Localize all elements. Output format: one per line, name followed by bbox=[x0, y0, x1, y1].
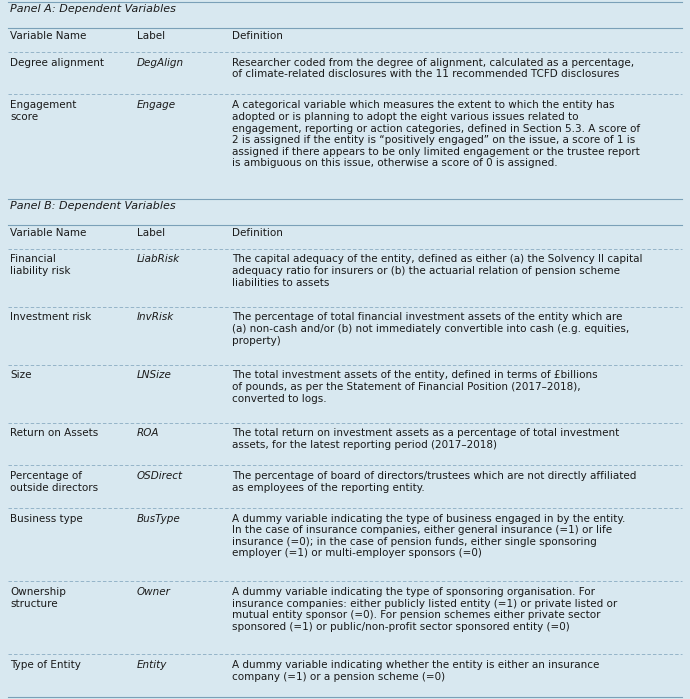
Text: A dummy variable indicating the type of business engaged in by the entity.
In th: A dummy variable indicating the type of … bbox=[232, 514, 625, 559]
Text: LiabRisk: LiabRisk bbox=[137, 254, 180, 264]
Text: Size: Size bbox=[10, 370, 32, 380]
Text: Panel B: Dependent Variables: Panel B: Dependent Variables bbox=[10, 201, 176, 210]
Text: InvRisk: InvRisk bbox=[137, 312, 175, 322]
Text: A categorical variable which measures the extent to which the entity has
adopted: A categorical variable which measures th… bbox=[232, 101, 640, 168]
Text: DegAlign: DegAlign bbox=[137, 58, 184, 68]
Text: The percentage of board of directors/trustees which are not directly affiliated
: The percentage of board of directors/tru… bbox=[232, 471, 636, 493]
Text: Researcher coded from the degree of alignment, calculated as a percentage,
of cl: Researcher coded from the degree of alig… bbox=[232, 58, 634, 80]
Text: Label: Label bbox=[137, 31, 165, 41]
Text: ROA: ROA bbox=[137, 428, 159, 438]
Text: Variable Name: Variable Name bbox=[10, 31, 86, 41]
Text: Label: Label bbox=[137, 228, 165, 238]
Text: Definition: Definition bbox=[232, 31, 283, 41]
Text: Business type: Business type bbox=[10, 514, 83, 524]
Text: Engagement
score: Engagement score bbox=[10, 101, 77, 122]
Text: Engage: Engage bbox=[137, 101, 176, 110]
Text: The total investment assets of the entity, defined in terms of £billions
of poun: The total investment assets of the entit… bbox=[232, 370, 598, 403]
Text: Variable Name: Variable Name bbox=[10, 228, 86, 238]
Text: Definition: Definition bbox=[232, 228, 283, 238]
Text: BusType: BusType bbox=[137, 514, 181, 524]
Text: The capital adequacy of the entity, defined as either (a) the Solvency II capita: The capital adequacy of the entity, defi… bbox=[232, 254, 642, 288]
Text: Entity: Entity bbox=[137, 661, 168, 670]
Text: Degree alignment: Degree alignment bbox=[10, 58, 104, 68]
Text: OSDirect: OSDirect bbox=[137, 471, 183, 481]
Text: Type of Entity: Type of Entity bbox=[10, 661, 81, 670]
Text: A dummy variable indicating the type of sponsoring organisation. For
insurance c: A dummy variable indicating the type of … bbox=[232, 587, 618, 632]
Text: The total return on investment assets as a percentage of total investment
assets: The total return on investment assets as… bbox=[232, 428, 619, 450]
Text: Panel A: Dependent Variables: Panel A: Dependent Variables bbox=[10, 4, 176, 14]
Text: Ownership
structure: Ownership structure bbox=[10, 587, 66, 609]
Text: The percentage of total financial investment assets of the entity which are
(a) : The percentage of total financial invest… bbox=[232, 312, 629, 345]
Text: LNSize: LNSize bbox=[137, 370, 172, 380]
Text: Investment risk: Investment risk bbox=[10, 312, 91, 322]
Text: Owner: Owner bbox=[137, 587, 171, 597]
Text: Financial
liability risk: Financial liability risk bbox=[10, 254, 70, 276]
Text: Return on Assets: Return on Assets bbox=[10, 428, 98, 438]
Text: A dummy variable indicating whether the entity is either an insurance
company (=: A dummy variable indicating whether the … bbox=[232, 661, 600, 682]
Text: Percentage of
outside directors: Percentage of outside directors bbox=[10, 471, 98, 493]
